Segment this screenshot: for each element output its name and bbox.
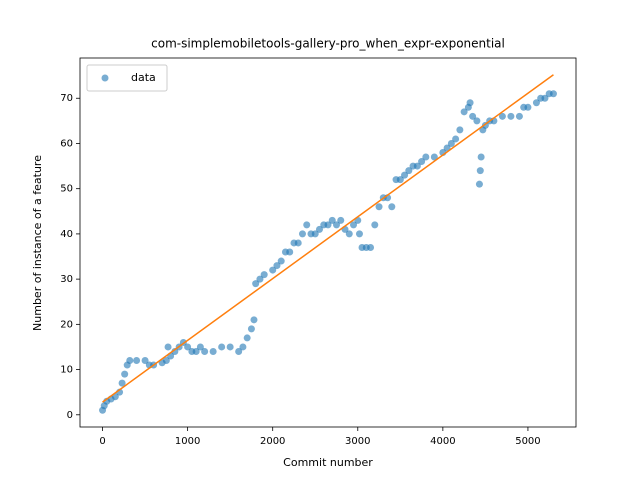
legend-label: data: [131, 71, 156, 84]
data-point: [250, 316, 258, 324]
data-point: [294, 239, 302, 247]
y-tick-label: 30: [60, 274, 73, 285]
data-point: [311, 230, 319, 238]
data-point: [430, 153, 438, 161]
data-point: [473, 117, 481, 125]
data-point: [418, 158, 426, 166]
data-point: [333, 221, 341, 229]
x-tick-label: 0: [99, 436, 105, 447]
x-tick-label: 2000: [260, 436, 285, 447]
chart-title: com-simplemobiletools-gallery-pro_when_e…: [151, 37, 505, 51]
data-point: [141, 357, 149, 365]
y-axis-label: Number of instance of a feature: [31, 155, 44, 331]
data-point: [375, 203, 383, 211]
y-tick-label: 70: [60, 93, 73, 104]
data-point: [337, 216, 345, 224]
data-point: [422, 153, 430, 161]
data-point: [466, 99, 474, 107]
fit-line: [102, 74, 554, 403]
plot-frame: [79, 57, 577, 428]
data-point: [477, 153, 485, 161]
data-point: [371, 221, 379, 229]
x-tick-label: 4000: [430, 436, 455, 447]
data-point: [515, 112, 523, 120]
data-point: [345, 230, 353, 238]
data-point: [243, 334, 251, 342]
data-point: [460, 108, 468, 116]
data-point: [201, 347, 209, 355]
data-point: [452, 135, 460, 143]
data-point: [273, 262, 281, 270]
x-tick-label: 1000: [175, 436, 200, 447]
data-point: [498, 112, 506, 120]
data-point: [476, 167, 484, 175]
data-point: [456, 126, 464, 134]
data-point: [447, 139, 455, 147]
legend-box: [86, 64, 168, 92]
y-tick-label: 40: [60, 229, 73, 240]
legend-marker: [101, 74, 109, 82]
data-point: [209, 347, 217, 355]
data-point: [475, 180, 483, 188]
data-point: [118, 379, 126, 387]
data-point: [413, 162, 421, 170]
x-tick-label: 3000: [345, 436, 370, 447]
data-point: [260, 271, 268, 279]
data-point: [218, 343, 226, 351]
data-point: [133, 357, 141, 365]
data-point: [184, 343, 192, 351]
data-point: [162, 357, 170, 365]
data-point: [235, 347, 243, 355]
x-axis-label: Commit number: [283, 456, 373, 469]
data-point: [269, 266, 277, 274]
data-point: [350, 221, 358, 229]
y-tick-label: 60: [60, 138, 73, 149]
data-point: [126, 357, 134, 365]
data-point: [524, 103, 532, 111]
data-point: [121, 370, 129, 378]
data-point: [324, 221, 332, 229]
data-point: [298, 230, 306, 238]
y-tick-label: 50: [60, 184, 73, 195]
data-point: [256, 275, 264, 283]
data-point: [443, 144, 451, 152]
data-point: [192, 347, 200, 355]
data-point: [401, 171, 409, 179]
data-point: [396, 176, 404, 184]
x-tick-label: 5000: [515, 436, 540, 447]
data-point: [315, 225, 323, 233]
data-point: [549, 90, 557, 98]
data-point: [164, 343, 172, 351]
data-point: [469, 112, 477, 120]
data-point: [303, 221, 311, 229]
y-tick-label: 20: [60, 319, 73, 330]
data-point: [405, 167, 413, 175]
data-point: [277, 257, 285, 265]
data-point: [532, 99, 540, 107]
data-point: [252, 280, 260, 288]
data-point: [196, 343, 204, 351]
data-point: [355, 230, 363, 238]
data-point: [286, 248, 294, 256]
data-point: [367, 243, 375, 251]
data-point: [239, 343, 247, 351]
y-tick-label: 10: [60, 365, 73, 376]
data-point: [171, 347, 179, 355]
y-tick-label: 0: [67, 410, 73, 421]
data-point: [328, 216, 336, 224]
data-point: [507, 112, 515, 120]
data-point: [226, 343, 234, 351]
data-point: [541, 94, 549, 102]
data-point: [247, 325, 255, 333]
data-point: [388, 203, 396, 211]
